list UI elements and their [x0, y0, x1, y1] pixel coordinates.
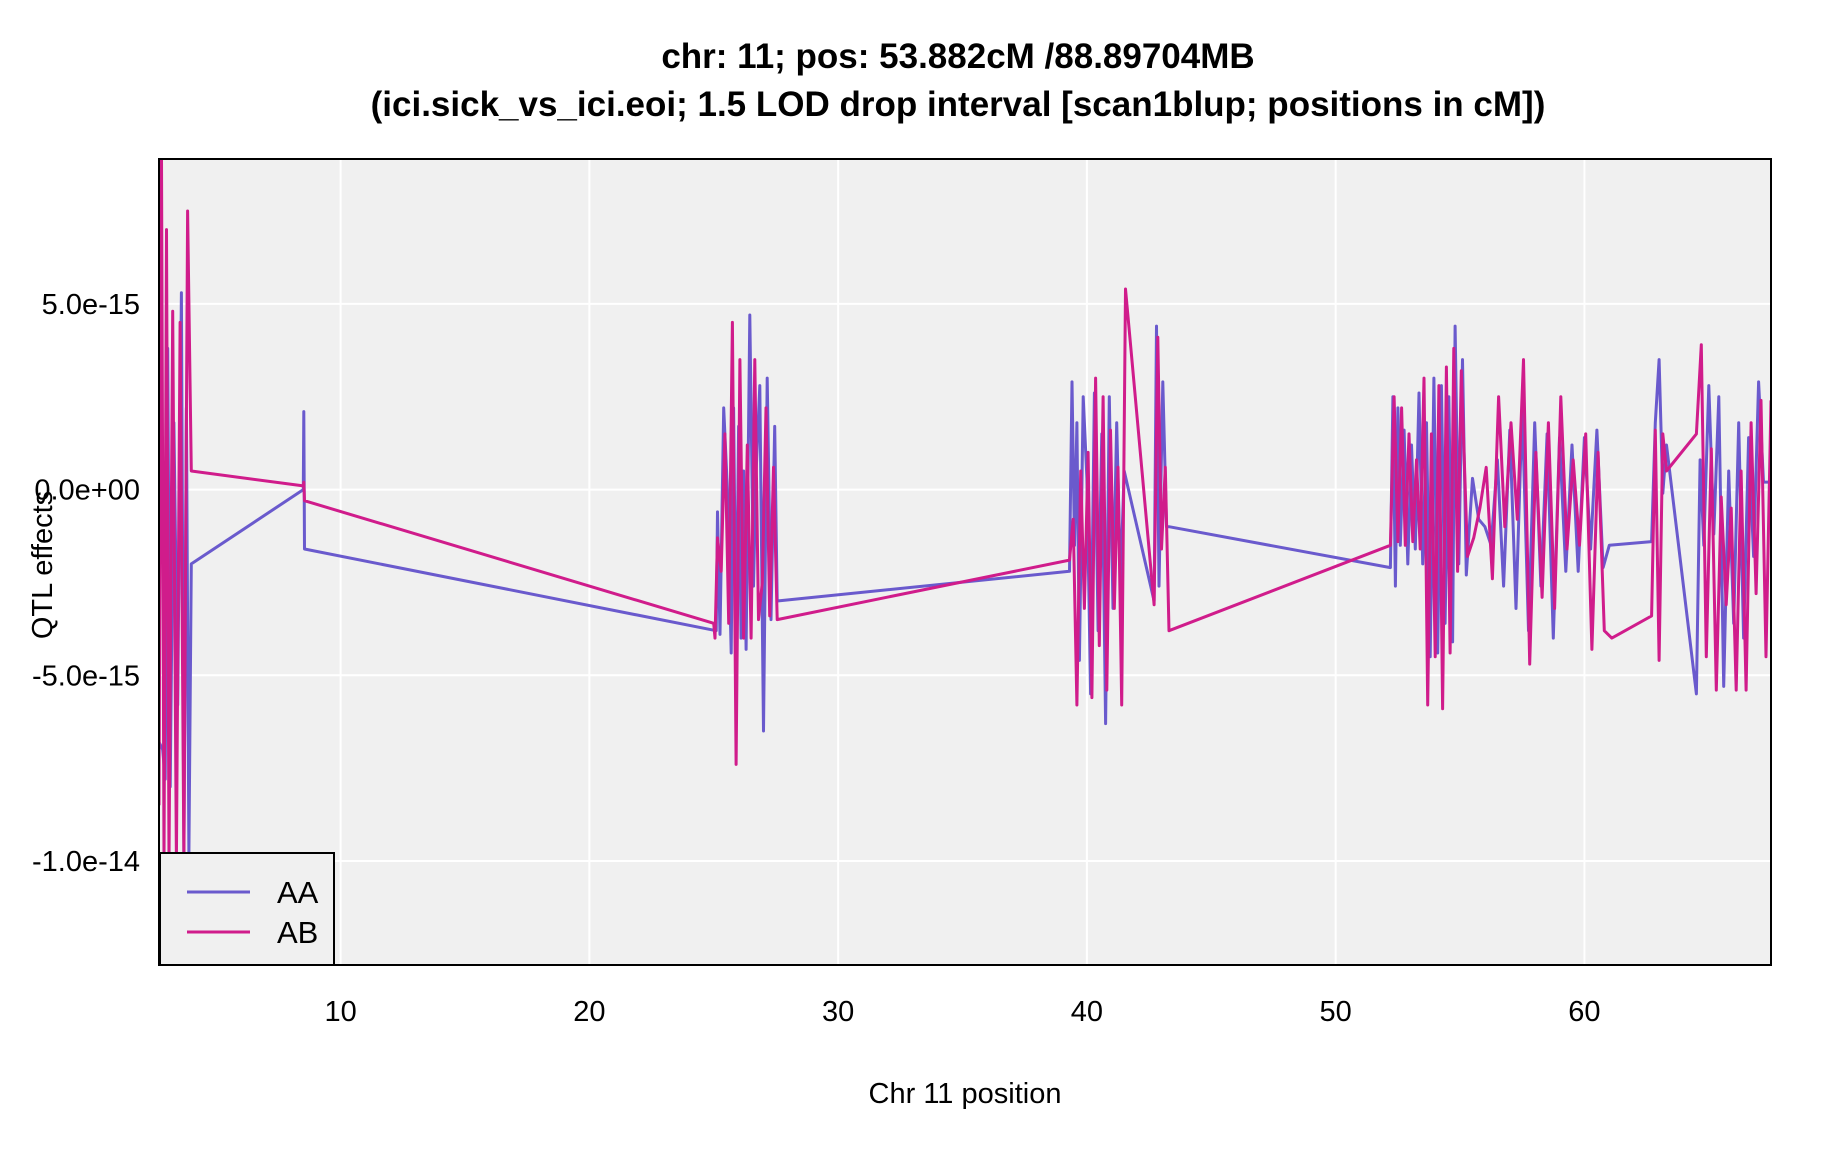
series-line-ab [159, 159, 1771, 863]
chart-title-line1: chr: 11; pos: 53.882cM /88.89704MB [661, 37, 1254, 76]
y-axis-label: QTL effects [27, 491, 59, 639]
legend-label-aa: AA [277, 875, 319, 910]
x-tick-label: 60 [1568, 996, 1600, 1028]
series-lines [159, 159, 1771, 863]
y-tick-label: 5.0e-15 [42, 289, 140, 321]
x-tick-labels: 10 20 30 40 50 60 [324, 996, 1600, 1028]
x-tick-label: 10 [324, 996, 356, 1028]
legend-box [159, 852, 335, 966]
x-tick-label: 40 [1071, 996, 1103, 1028]
y-tick-label: -1.0e-14 [32, 846, 140, 878]
plot-border [158, 158, 1772, 966]
y-tick-label: -5.0e-15 [32, 660, 140, 692]
legend: AA AB [159, 852, 335, 966]
y-tick-label: 0.0e+00 [34, 475, 140, 507]
x-tick-label: 30 [822, 996, 854, 1028]
y-tick-labels: 5.0e-15 0.0e+00 -5.0e-15 -1.0e-14 [32, 289, 140, 878]
x-axis-label: Chr 11 position [869, 1078, 1062, 1110]
x-tick-label: 20 [573, 996, 605, 1028]
legend-label-ab: AB [277, 915, 318, 950]
x-tick-label: 50 [1320, 996, 1352, 1028]
chart-title-line2: (ici.sick_vs_ici.eoi; 1.5 LOD drop inter… [371, 85, 1546, 124]
